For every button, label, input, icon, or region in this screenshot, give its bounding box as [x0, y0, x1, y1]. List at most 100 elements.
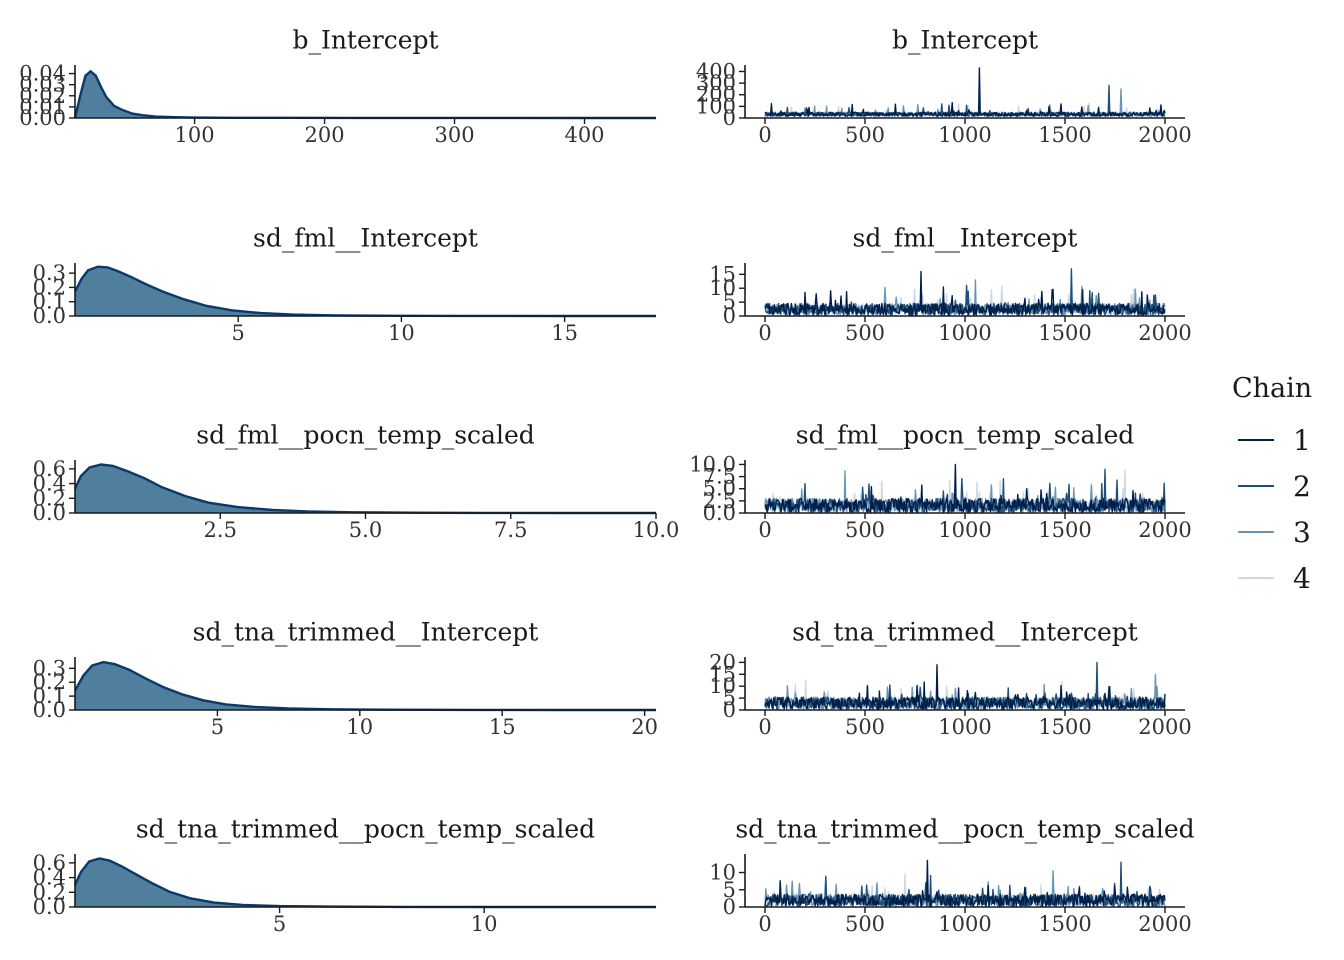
x-tick-label: 1500 [1038, 123, 1091, 147]
legend-item-chain-1: 1 [1238, 424, 1311, 457]
y-tick-label: 10.0 [689, 452, 736, 476]
y-tick-label: 0.4 [33, 866, 66, 890]
panel-trace-sd-tna-trimmed-pocn-temp-scaled: sd_tna_trimmed__pocn_temp_scaled 0 500 1000… [709, 815, 1194, 937]
x-tick-label: 1500 [1038, 715, 1091, 739]
y-tick-label: 0.2 [33, 670, 66, 694]
x-tick-label: 20 [631, 715, 658, 739]
panel-density-b-intercept: b_Intercept 100 200 300 400 0.000.010.020.030… [19, 26, 656, 147]
legend-label: 4 [1293, 562, 1311, 595]
y-tick-label: 5 [723, 878, 736, 902]
y-tick-label: 0 [723, 106, 736, 130]
x-tick-label: 10 [346, 715, 373, 739]
y-tick-label: 0 [723, 304, 736, 328]
x-tick-label: 2000 [1138, 123, 1191, 147]
trace-line-chain-1 [764, 270, 1166, 317]
x-tick-label: 7.5 [494, 518, 527, 542]
y-tick-label: 15 [709, 662, 736, 686]
x-tick-label: 500 [845, 912, 885, 936]
panel-title: sd_tna_trimmed__pocn_temp_scaled [735, 815, 1194, 844]
x-tick-label: 10.0 [633, 518, 680, 542]
x-tick-label: 100 [175, 123, 215, 147]
y-tick-label: 20 [709, 650, 736, 674]
x-tick-label: 15 [551, 321, 578, 345]
y-tick-label: 0.3 [33, 656, 66, 680]
legend-item-chain-3: 3 [1238, 516, 1311, 549]
trace-line-chain-1 [764, 859, 1166, 908]
x-tick-label: 2000 [1138, 715, 1191, 739]
panel-title: sd_fml__Intercept [253, 224, 478, 253]
x-tick-label: 0 [758, 518, 771, 542]
legend: Chain 1 2 3 4 [1232, 373, 1312, 595]
panel-trace-sd-fml-pocn-temp-scaled: sd_fml__pocn_temp_scaled 0 500 1000 1500 2000… [689, 421, 1191, 543]
x-tick-label: 5 [211, 715, 224, 739]
density-area [75, 858, 656, 907]
y-tick-label: 2.5 [703, 489, 736, 513]
y-tick-label: 0.2 [33, 275, 66, 299]
density-area [75, 464, 656, 513]
y-tick-label: 300 [696, 71, 736, 95]
x-tick-label: 5 [273, 912, 286, 936]
legend-item-chain-2: 2 [1238, 470, 1311, 503]
legend-item-chain-4: 4 [1238, 562, 1311, 595]
x-tick-label: 10 [388, 321, 415, 345]
panel-title: sd_fml__pocn_temp_scaled [196, 421, 535, 450]
x-tick-label: 5.0 [349, 518, 382, 542]
y-tick-label: 0.0 [703, 501, 736, 525]
panel-title: sd_fml__pocn_temp_scaled [796, 421, 1135, 450]
y-tick-label: 0.6 [33, 851, 66, 875]
y-tick-label: 0.0 [33, 304, 66, 328]
y-tick-label: 10 [709, 276, 736, 300]
x-tick-label: 1000 [938, 715, 991, 739]
x-tick-label: 5 [232, 321, 245, 345]
x-tick-label: 1500 [1038, 912, 1091, 936]
y-tick-label: 0 [723, 698, 736, 722]
legend-label: 2 [1293, 470, 1311, 503]
y-tick-label: 0.0 [33, 895, 66, 919]
y-tick-label: 0.2 [33, 880, 66, 904]
y-tick-label: 0.2 [33, 486, 66, 510]
trace-line-chain-1 [764, 664, 1166, 711]
y-tick-label: 400 [696, 59, 736, 83]
x-tick-label: 1000 [938, 518, 991, 542]
panel-title: sd_tna_trimmed__Intercept [193, 618, 539, 647]
y-tick-label: 5.0 [703, 477, 736, 501]
y-tick-label: 7.5 [703, 465, 736, 489]
y-tick-label: 10 [709, 674, 736, 698]
legend-label: 1 [1293, 424, 1311, 457]
trace-line-chain-1 [764, 67, 1166, 117]
x-tick-label: 200 [305, 123, 345, 147]
y-tick-label: 10 [709, 861, 736, 885]
y-tick-label: 15 [709, 262, 736, 286]
x-tick-label: 1500 [1038, 321, 1091, 345]
panel-density-sd-fml-intercept: sd_fml__Intercept 5 10 15 0.00.10.20.3 [33, 224, 656, 345]
y-tick-label: 100 [696, 94, 736, 118]
x-tick-label: 0 [758, 715, 771, 739]
trace-line-chain-1 [764, 463, 1166, 514]
density-area [75, 71, 656, 118]
density-curve [73, 69, 656, 120]
y-tick-label: 0.3 [33, 261, 66, 285]
x-tick-label: 15 [489, 715, 516, 739]
y-tick-label: 0.4 [33, 472, 66, 496]
panel-density-sd-fml-pocn-temp-scaled: sd_fml__pocn_temp_scaled 2.5 5.0 7.5 10.0 0.0… [33, 421, 680, 543]
x-tick-label: 2000 [1138, 321, 1191, 345]
y-tick-label: 0.1 [33, 684, 66, 708]
density-area [75, 266, 656, 316]
x-tick-label: 2000 [1138, 518, 1191, 542]
x-tick-label: 500 [845, 123, 885, 147]
y-tick-label: 0 [723, 895, 736, 919]
y-tick-label: 0.03 [19, 73, 66, 97]
x-tick-label: 2000 [1138, 912, 1191, 936]
panel-title: b_Intercept [892, 26, 1038, 55]
panel-title: sd_tna_trimmed__pocn_temp_scaled [136, 815, 595, 844]
y-tick-label: 0.01 [19, 95, 66, 119]
x-tick-label: 300 [434, 123, 474, 147]
x-tick-label: 1000 [938, 912, 991, 936]
legend-title: Chain [1232, 373, 1312, 404]
x-tick-label: 500 [845, 715, 885, 739]
y-tick-label: 0.1 [33, 290, 66, 314]
